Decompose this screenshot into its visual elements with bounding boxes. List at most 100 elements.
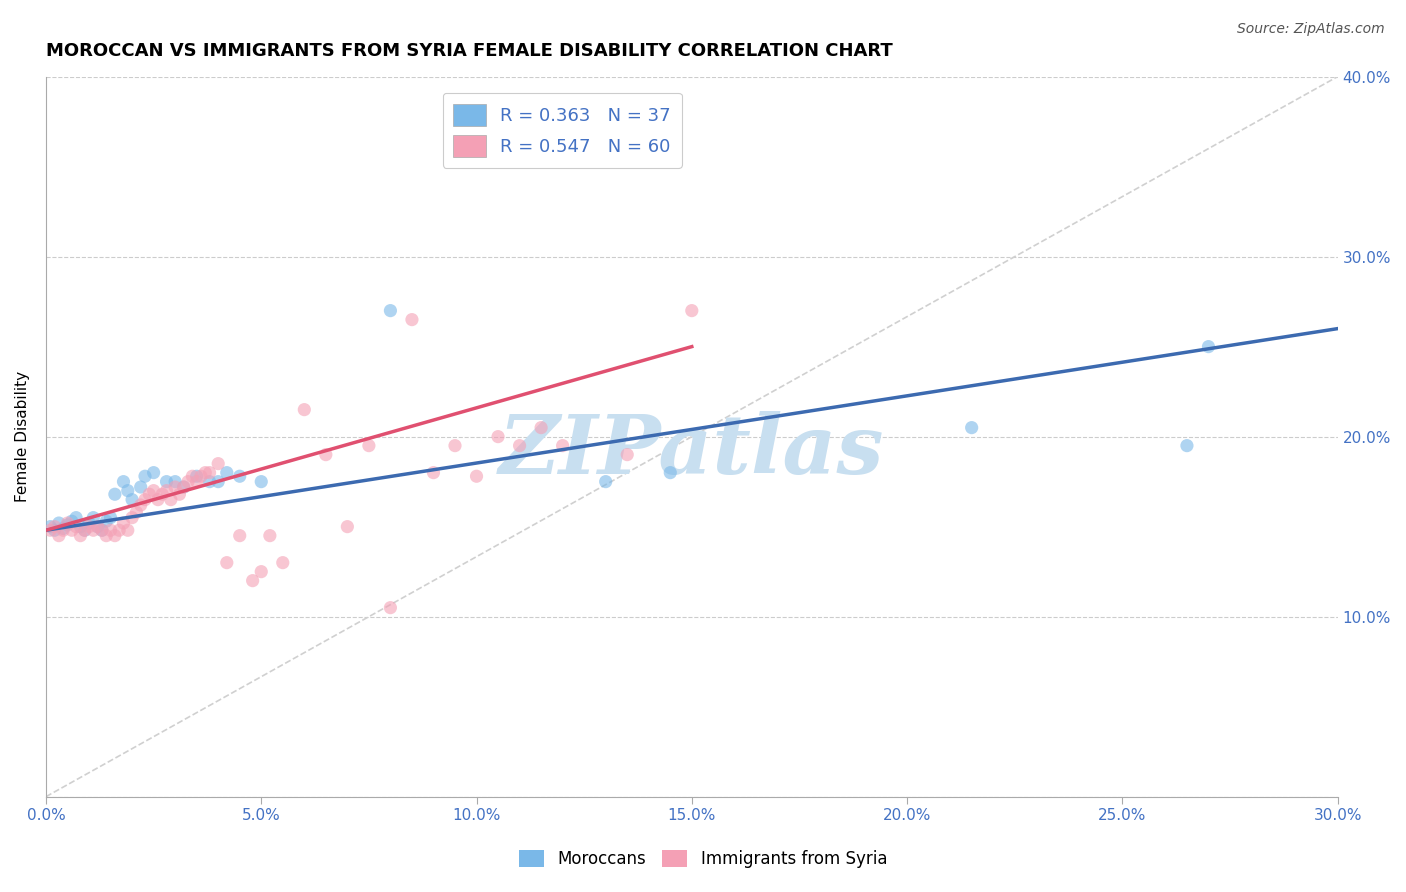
Point	[100, 510, 122, 524]
Point	[228, 469, 250, 483]
Point	[69, 519, 91, 533]
Text: ZIPatlas: ZIPatlas	[499, 411, 884, 491]
Point	[138, 487, 160, 501]
Point	[444, 439, 467, 453]
Point	[82, 523, 104, 537]
Point	[1175, 439, 1198, 453]
Point	[65, 510, 87, 524]
Point	[595, 475, 617, 489]
Point	[380, 600, 402, 615]
Point	[142, 466, 165, 480]
Point	[242, 574, 264, 588]
Point	[380, 303, 402, 318]
Point	[1198, 340, 1220, 354]
Point	[315, 448, 337, 462]
Point	[173, 480, 195, 494]
Point	[48, 516, 70, 530]
Point	[39, 519, 62, 533]
Point	[292, 402, 315, 417]
Point	[56, 516, 79, 530]
Point	[39, 523, 62, 537]
Point	[60, 514, 83, 528]
Text: Source: ZipAtlas.com: Source: ZipAtlas.com	[1237, 22, 1385, 37]
Point	[150, 487, 173, 501]
Point	[177, 475, 200, 489]
Point	[659, 466, 682, 480]
Text: MOROCCAN VS IMMIGRANTS FROM SYRIA FEMALE DISABILITY CORRELATION CHART: MOROCCAN VS IMMIGRANTS FROM SYRIA FEMALE…	[46, 42, 893, 60]
Point	[56, 517, 79, 532]
Point	[73, 523, 96, 537]
Point	[125, 505, 148, 519]
Point	[215, 556, 238, 570]
Legend: R = 0.363   N = 37, R = 0.547   N = 60: R = 0.363 N = 37, R = 0.547 N = 60	[443, 93, 682, 168]
Point	[509, 439, 531, 453]
Point	[165, 480, 187, 494]
Point	[52, 521, 75, 535]
Point	[207, 475, 229, 489]
Point	[121, 492, 143, 507]
Point	[77, 519, 100, 533]
Point	[121, 510, 143, 524]
Point	[60, 523, 83, 537]
Point	[48, 528, 70, 542]
Point	[173, 480, 195, 494]
Point	[104, 528, 127, 542]
Point	[465, 469, 488, 483]
Point	[551, 439, 574, 453]
Point	[73, 523, 96, 537]
Point	[422, 466, 444, 480]
Point	[198, 475, 221, 489]
Legend: Moroccans, Immigrants from Syria: Moroccans, Immigrants from Syria	[512, 843, 894, 875]
Point	[104, 487, 127, 501]
Point	[77, 516, 100, 530]
Point	[117, 483, 139, 498]
Point	[271, 556, 294, 570]
Point	[86, 519, 108, 533]
Point	[186, 469, 208, 483]
Point	[108, 523, 131, 537]
Point	[91, 523, 114, 537]
Point	[146, 492, 169, 507]
Point	[134, 469, 156, 483]
Point	[142, 483, 165, 498]
Point	[65, 519, 87, 533]
Point	[96, 514, 118, 528]
Point	[129, 480, 152, 494]
Point	[112, 516, 135, 530]
Point	[401, 312, 423, 326]
Point	[336, 519, 359, 533]
Point	[530, 420, 553, 434]
Point	[155, 483, 177, 498]
Point	[250, 565, 273, 579]
Point	[486, 429, 509, 443]
Point	[169, 487, 191, 501]
Point	[134, 492, 156, 507]
Point	[681, 303, 703, 318]
Point	[207, 457, 229, 471]
Point	[91, 523, 114, 537]
Point	[259, 528, 281, 542]
Point	[186, 475, 208, 489]
Point	[215, 466, 238, 480]
Point	[52, 523, 75, 537]
Y-axis label: Female Disability: Female Disability	[15, 371, 30, 502]
Point	[190, 469, 212, 483]
Point	[160, 492, 183, 507]
Point	[117, 523, 139, 537]
Point	[250, 475, 273, 489]
Point	[100, 523, 122, 537]
Point	[44, 523, 66, 537]
Point	[616, 448, 638, 462]
Point	[165, 475, 187, 489]
Point	[129, 498, 152, 512]
Point	[194, 466, 217, 480]
Point	[155, 475, 177, 489]
Point	[228, 528, 250, 542]
Point	[44, 519, 66, 533]
Point	[82, 510, 104, 524]
Point	[96, 528, 118, 542]
Point	[69, 528, 91, 542]
Point	[86, 519, 108, 533]
Point	[960, 420, 983, 434]
Point	[112, 475, 135, 489]
